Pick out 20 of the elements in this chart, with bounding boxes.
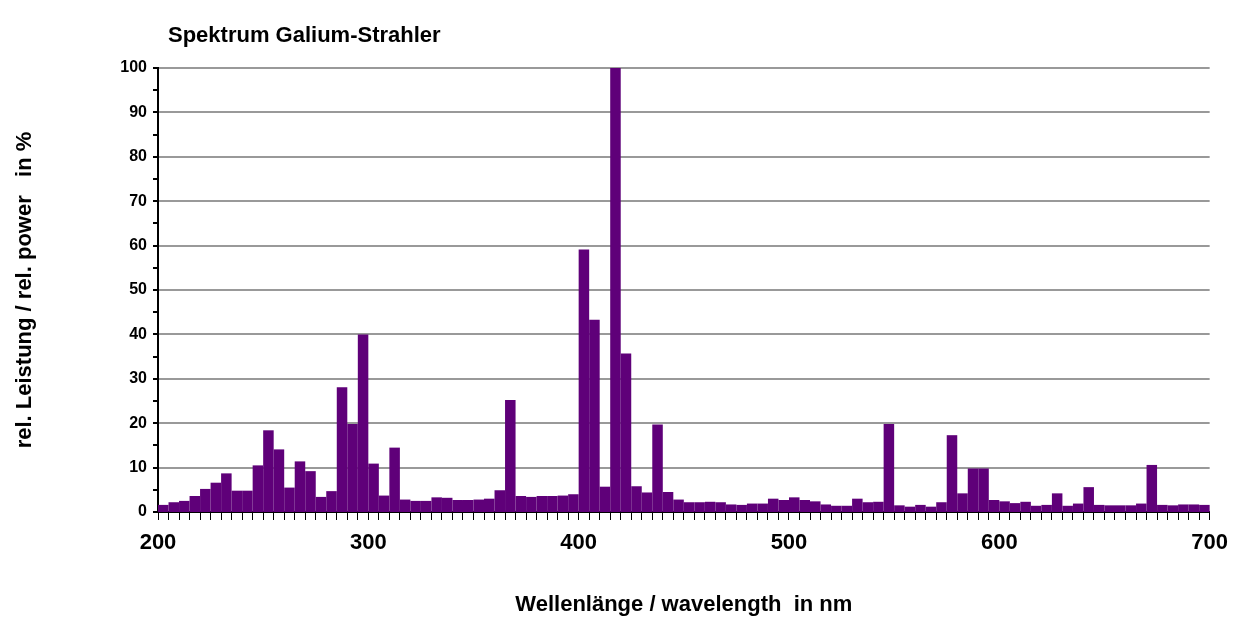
y-axis-title: rel. Leistung / rel. power in % (11, 131, 37, 449)
x-tick-label: 700 (1191, 529, 1229, 555)
x-tick-label: 200 (139, 529, 177, 555)
x-axis-title: Wellenlänge / wavelength in nm (515, 590, 853, 616)
x-tick-label: 500 (770, 529, 808, 555)
y-tick-label: 20 (129, 413, 148, 431)
chart-title: Spektrum Galium-Strahler (168, 22, 442, 48)
y-tick-label: 50 (129, 280, 148, 298)
y-tick-label: 40 (129, 324, 148, 342)
y-tick-label: 70 (129, 191, 148, 209)
y-tick-label: 30 (129, 369, 148, 387)
x-tick-label: 400 (560, 529, 598, 555)
y-tick-label: 90 (129, 102, 148, 120)
y-tick-label: 10 (129, 458, 148, 476)
x-tick-label: 600 (980, 529, 1018, 555)
y-tick-label: 100 (120, 58, 148, 76)
y-tick-label: 80 (129, 147, 148, 165)
y-tick-label: 60 (129, 236, 148, 254)
y-tick-label: 0 (138, 502, 148, 520)
x-tick-label: 300 (349, 529, 387, 555)
